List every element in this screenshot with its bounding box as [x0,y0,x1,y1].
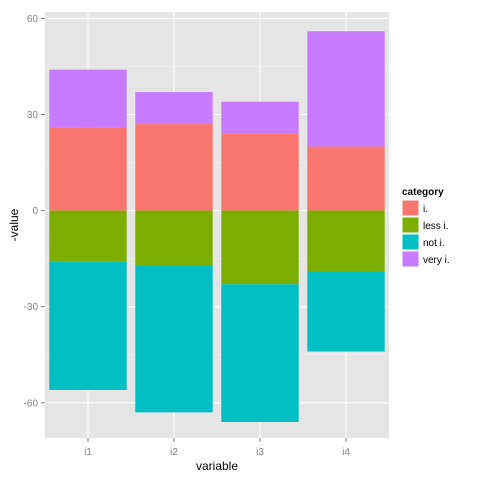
legend-label: i. [423,204,428,215]
bar-i4-less-i [307,210,385,272]
bar-i1-less-i [49,210,127,262]
bar-i4-very-i [307,31,385,147]
x-axis-title: variable [196,459,238,473]
y-tick-label: -60 [24,398,39,409]
bar-i3-not-i [221,284,299,422]
y-tick-label: 30 [27,110,39,121]
legend-label: not i. [423,238,445,249]
bar-i3-very-i [221,101,299,134]
y-axis-title: -value [7,208,21,241]
y-axis-ticks: -60 -30 0 30 60 [24,14,45,409]
bar-i2-less-i [135,210,213,266]
legend-key [401,216,420,234]
bar-i2-very-i [135,92,213,125]
x-axis-ticks: i1 i2 i3 i4 [84,438,350,458]
bar-i4-not-i [307,271,385,352]
bar-i4-i [307,146,385,211]
bar-i3-i [221,133,299,211]
y-tick-label: 60 [27,14,39,25]
y-tick-label: -30 [24,302,39,313]
legend-title: category [402,187,444,198]
bars [49,31,385,422]
x-tick-label: i3 [256,447,264,458]
legend-label: less i. [423,221,449,232]
bar-i1-very-i [49,69,127,128]
legend: category i. less i. not i. very i. [401,187,450,268]
bar-i2-i [135,124,213,211]
x-tick-label: i1 [84,447,92,458]
legend-label: very i. [423,255,450,266]
x-tick-label: i4 [342,447,350,458]
bar-i3-less-i [221,210,299,285]
bar-i2-not-i [135,265,213,413]
legend-key [401,250,420,268]
y-tick-label: 0 [32,206,38,217]
bar-i1-i [49,127,127,211]
x-tick-label: i2 [170,447,178,458]
legend-key [401,199,420,217]
bar-i1-not-i [49,261,127,390]
legend-key [401,233,420,251]
